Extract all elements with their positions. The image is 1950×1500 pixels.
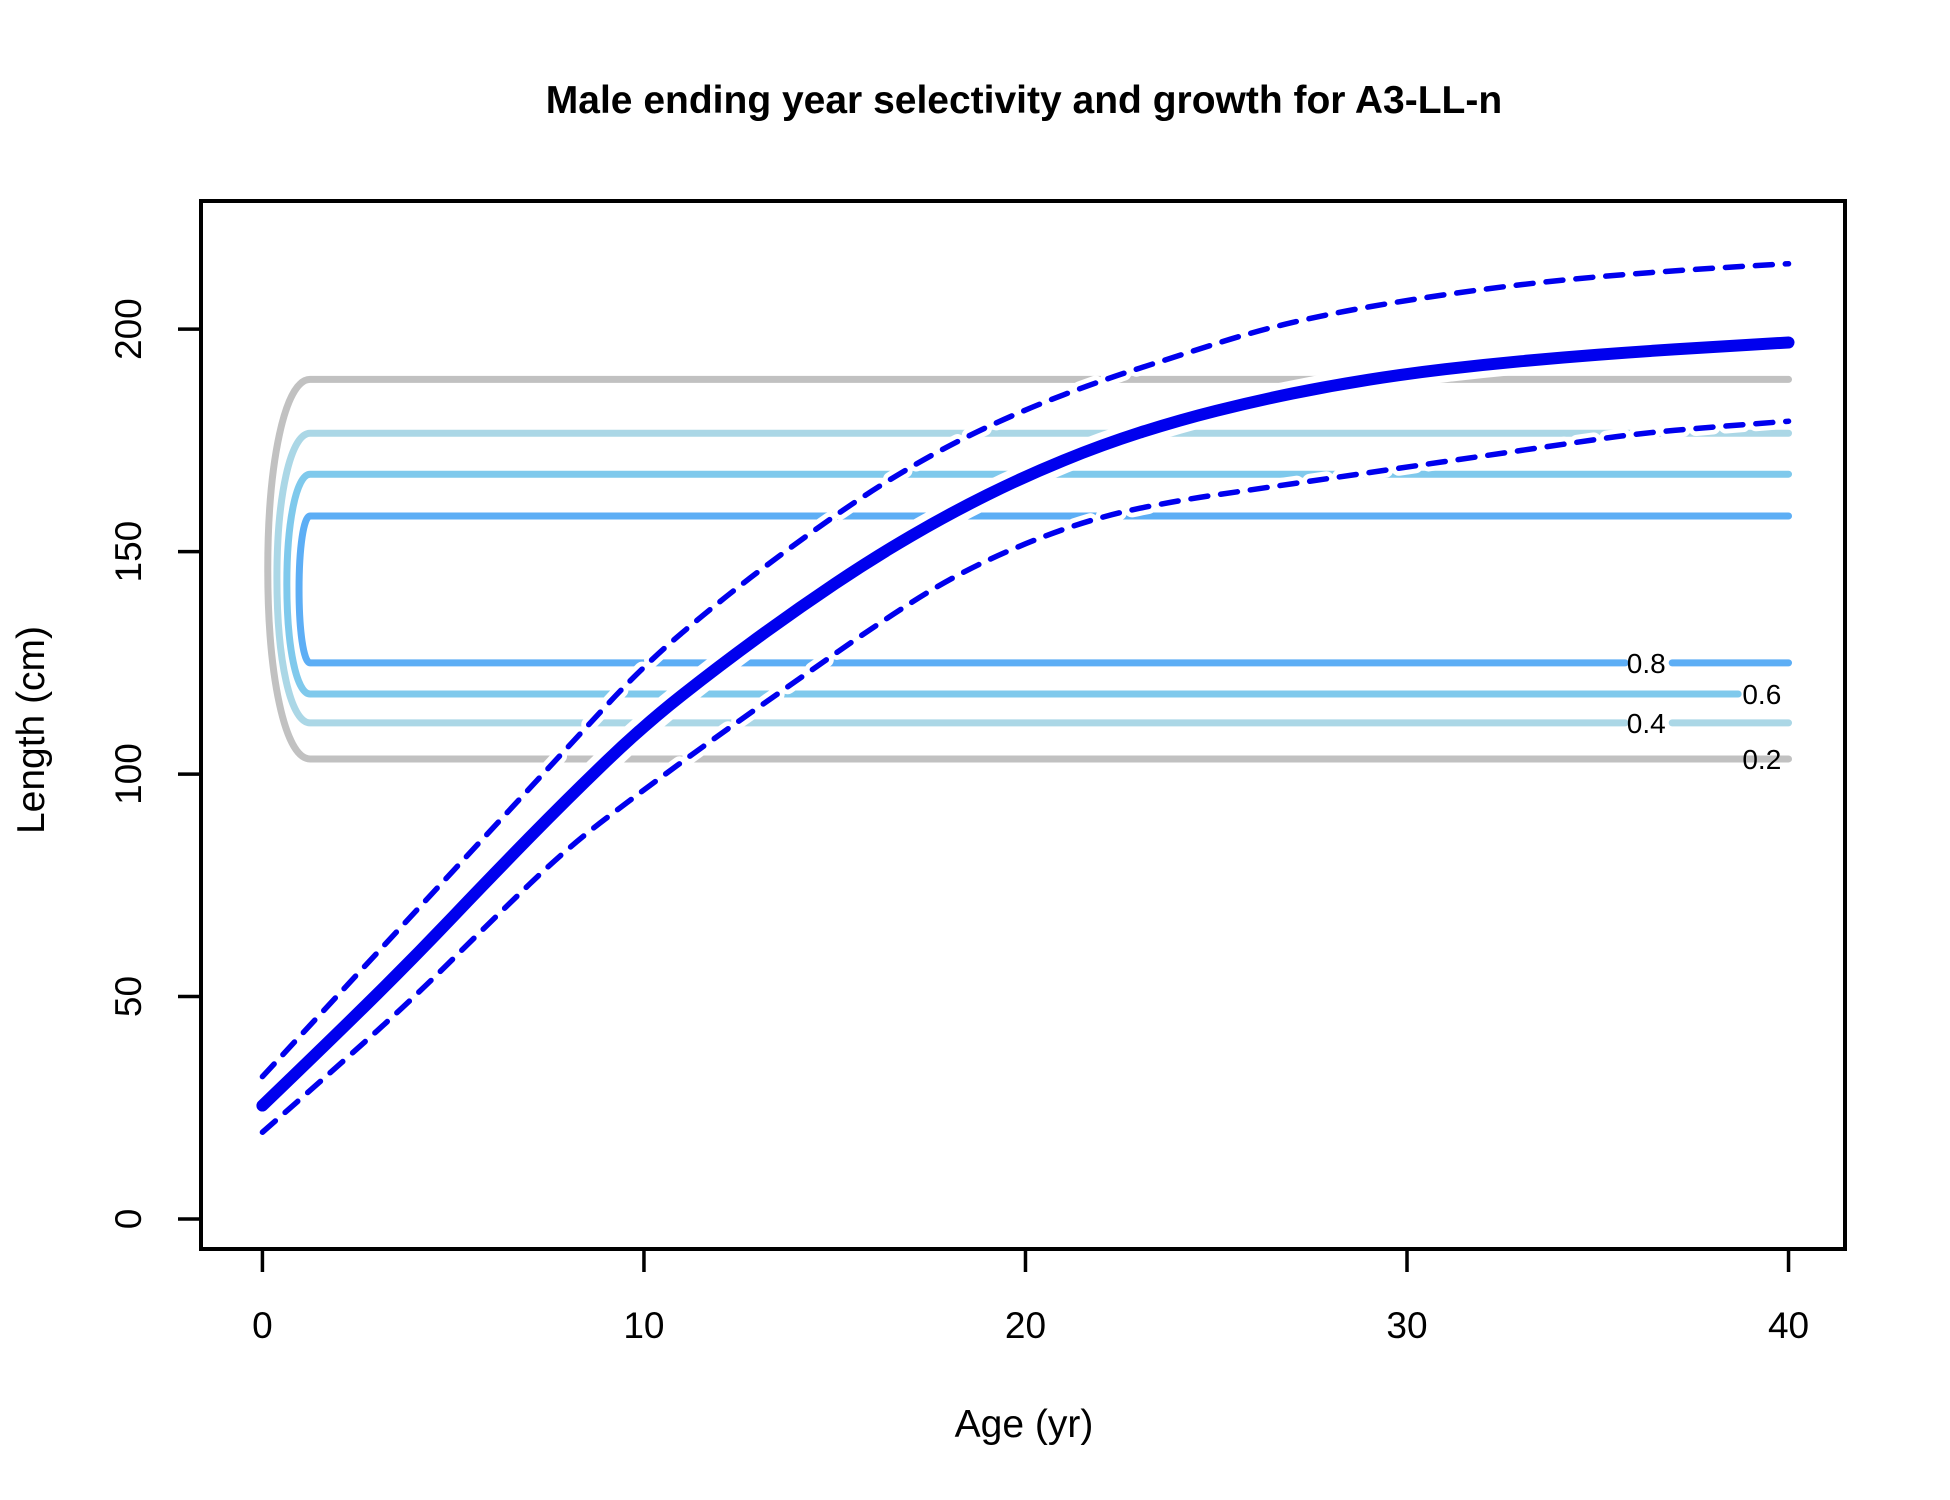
contour-label-0.8: 0.8	[1627, 648, 1666, 679]
contour-line-0.4	[273, 429, 1793, 727]
y-axis-tick-label: 50	[108, 976, 149, 1017]
y-axis-tick-label: 0	[108, 1209, 149, 1230]
curve-halo-layer	[249, 256, 1802, 1140]
x-axis-tick-label: 0	[252, 1305, 273, 1346]
x-axis-tick-label: 40	[1768, 1305, 1809, 1346]
upper_95ci-halo	[254, 256, 1797, 1085]
axes-layer: 0 10 20 30 40 0 50 100 150 200	[108, 298, 1809, 1346]
contour-label-0.2: 0.2	[1742, 744, 1781, 775]
upper_95ci-curve	[259, 260, 1792, 1080]
contour-line-0.2	[264, 375, 1793, 763]
plot-area-border	[199, 199, 1847, 1251]
chart-title: Male ending year selectivity and growth …	[546, 79, 1502, 122]
x-axis-tick-label: 30	[1386, 1305, 1427, 1346]
contour-label-0.4: 0.4	[1627, 708, 1666, 739]
contour-line-0.6	[283, 470, 1793, 698]
x-axis-title: Age (yr)	[955, 1403, 1094, 1446]
lower_95ci-curve	[259, 418, 1792, 1135]
lower_95ci-halo	[254, 413, 1797, 1140]
mean_growth-curve	[256, 336, 1795, 1112]
y-axis-tick-label: 100	[108, 743, 149, 805]
x-axis-tick-label: 20	[1005, 1305, 1046, 1346]
contour-label-0.6: 0.6	[1742, 679, 1781, 710]
selectivity-contours-layer: 0.2 0.4 0.6 0.8	[264, 375, 1793, 775]
y-axis-tick-label: 200	[108, 298, 149, 360]
x-axis-tick-label: 10	[623, 1305, 664, 1346]
growth-curves-layer	[256, 260, 1795, 1135]
y-axis-tick-label: 150	[108, 521, 149, 583]
y-axis-title: Length (cm)	[10, 626, 53, 834]
contour-line-0.8	[295, 512, 1793, 667]
